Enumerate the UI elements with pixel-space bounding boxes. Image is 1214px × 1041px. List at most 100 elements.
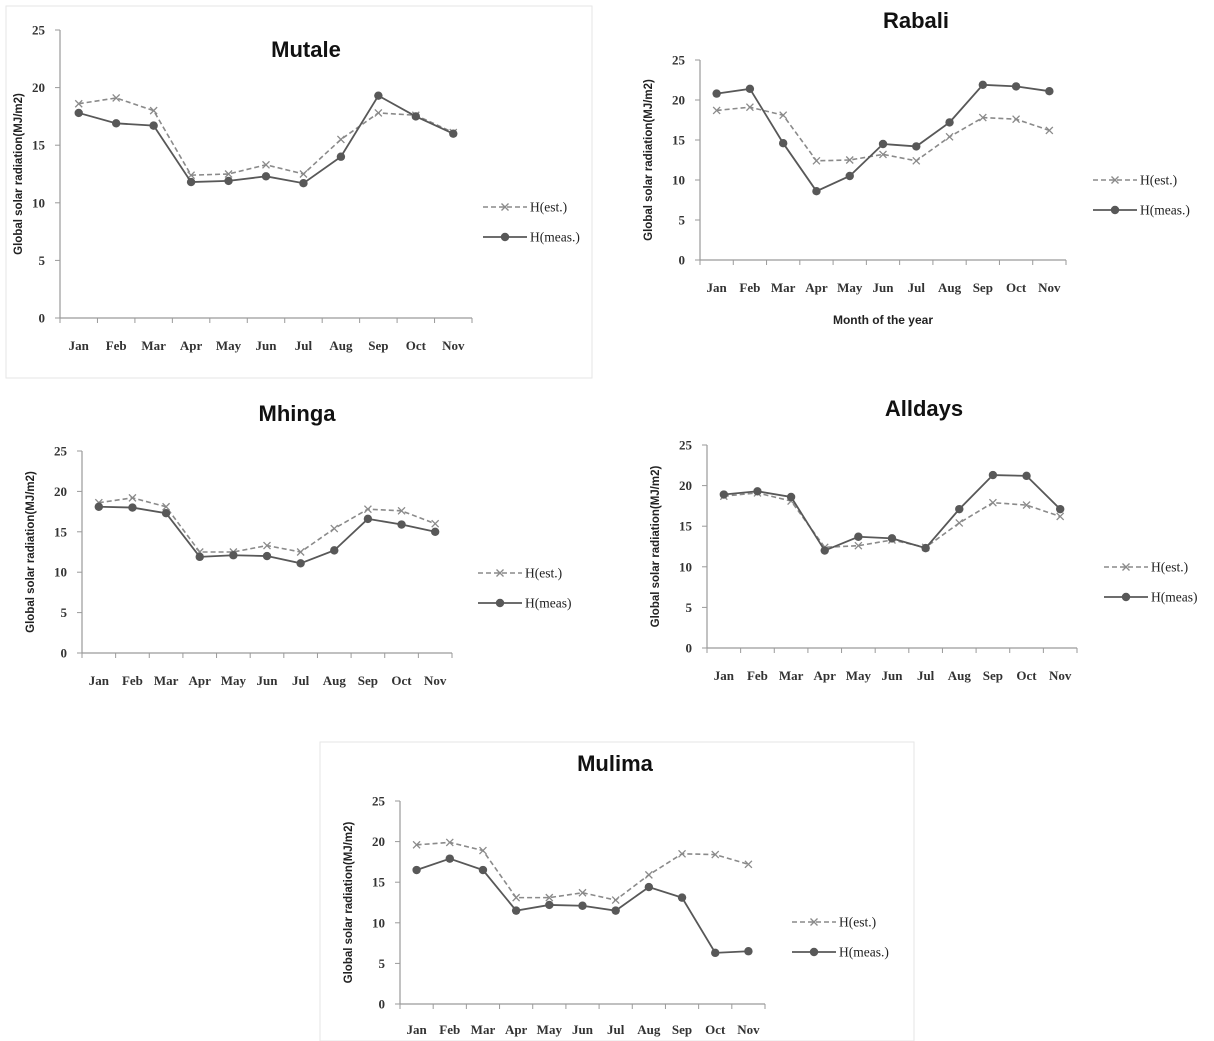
- data-point: [921, 543, 930, 553]
- data-point: [887, 534, 897, 543]
- x-tick-label: Apr: [189, 673, 212, 688]
- data-point-stroke: [978, 113, 987, 122]
- x-tick-label: Feb: [747, 668, 768, 683]
- y-tick-label: 15: [679, 519, 693, 534]
- y-tick-label: 15: [32, 138, 46, 153]
- data-point: [545, 893, 554, 902]
- y-tick-label: 25: [372, 794, 386, 809]
- legend-swatch-marker: [1121, 592, 1131, 602]
- x-tick-label: Jan: [406, 1022, 427, 1037]
- data-point: [296, 548, 305, 556]
- x-tick-label: Aug: [948, 668, 972, 683]
- x-tick-label: Jun: [882, 668, 904, 683]
- data-point: [261, 172, 271, 181]
- x-tick-label: Feb: [439, 1022, 460, 1037]
- x-tick-label: Jul: [917, 668, 935, 683]
- data-point-stroke: [545, 893, 554, 902]
- y-tick-label: 10: [32, 195, 45, 210]
- legend-label: H(meas.): [1140, 203, 1190, 218]
- legend-label: H(meas): [525, 596, 571, 611]
- x-tick-label: Sep: [672, 1022, 692, 1037]
- x-tick-label: Oct: [406, 338, 427, 353]
- data-point-stroke: [445, 838, 454, 847]
- y-tick-label: 0: [686, 641, 693, 656]
- data-point: [845, 156, 854, 164]
- data-point: [336, 152, 346, 161]
- data-point: [955, 518, 964, 527]
- legend-item-h-meas: H(meas.): [1093, 203, 1190, 218]
- data-point: [978, 80, 988, 90]
- series-line: [716, 106, 1050, 162]
- data-point: [1022, 501, 1031, 510]
- x-tick-label: Sep: [368, 338, 388, 353]
- data-point: [845, 171, 854, 181]
- x-tick-label: Apr: [814, 668, 837, 683]
- x-tick-label: Nov: [1049, 668, 1072, 683]
- data-point: [912, 156, 921, 165]
- data-point-stroke: [988, 498, 997, 507]
- data-point: [812, 156, 821, 165]
- legend-label: H(est.): [839, 915, 876, 930]
- legend-swatch-marker: [500, 232, 510, 242]
- x-tick-label: Jun: [257, 673, 279, 688]
- data-point: [397, 506, 406, 515]
- data-point: [778, 139, 788, 148]
- data-point-stroke: [363, 505, 372, 514]
- x-tick-label: Apr: [805, 280, 828, 295]
- data-point: [1011, 82, 1021, 91]
- y-tick-label: 20: [32, 80, 45, 95]
- x-tick-label: May: [537, 1022, 563, 1037]
- data-point-stroke: [744, 860, 753, 869]
- data-point: [512, 893, 521, 902]
- data-point: [677, 893, 687, 902]
- y-tick-label: 5: [686, 600, 693, 615]
- series-h-est: [94, 493, 440, 556]
- data-point: [511, 906, 521, 915]
- y-tick-label: 10: [54, 565, 67, 580]
- legend-item-h-meas: H(meas): [1104, 590, 1197, 605]
- chart-alldays: Alldays 0 5 10 15 20 25 Jan Feb Mar Apr May Jun Jul Au…: [650, 396, 1197, 683]
- series-line: [78, 97, 454, 176]
- x-tick-label: Feb: [106, 338, 127, 353]
- data-point: [412, 865, 421, 875]
- data-point: [195, 552, 204, 562]
- data-point: [745, 84, 755, 94]
- data-point: [478, 865, 488, 875]
- data-point-stroke: [879, 150, 887, 159]
- legend-label: H(est.): [1151, 560, 1188, 575]
- x-tick-label: May: [216, 338, 242, 353]
- data-point: [449, 129, 458, 138]
- data-point: [445, 838, 454, 847]
- data-point-stroke: [945, 132, 954, 141]
- legend-item-h-est: H(est.): [478, 566, 562, 581]
- x-tick-label: Oct: [391, 673, 412, 688]
- y-tick-label: 0: [61, 646, 68, 661]
- data-point: [878, 139, 888, 149]
- x-tick-label: Sep: [358, 673, 378, 688]
- chart-title: Mhinga: [259, 401, 337, 426]
- y-tick-label: 0: [39, 311, 46, 326]
- data-point: [711, 948, 720, 958]
- data-point-stroke: [374, 108, 383, 117]
- data-point: [753, 487, 762, 496]
- data-point: [262, 160, 270, 169]
- y-tick-label: 25: [54, 444, 68, 459]
- x-tick-label: Apr: [180, 338, 203, 353]
- data-point-stroke: [845, 156, 854, 164]
- chart-rabali: Rabali 0 5 10 15 20 25 Jan Feb Mar Apr May Jun Jul Aug…: [643, 8, 1190, 327]
- data-point-stroke: [1012, 115, 1021, 124]
- y-tick-label: 10: [672, 173, 685, 188]
- x-tick-label: Oct: [1016, 668, 1037, 683]
- data-point: [786, 492, 796, 502]
- y-axis-label: Global solar radiation(MJ/m2): [25, 471, 37, 633]
- legend-label: H(meas.): [839, 945, 889, 960]
- y-axis-label: Global solar radiation(MJ/m2): [643, 79, 655, 241]
- legend-item-h-est: H(est.): [792, 915, 876, 930]
- data-point: [719, 490, 729, 499]
- y-axis-label: Global solar radiation(MJ/m2): [13, 93, 25, 255]
- y-tick-label: 10: [679, 559, 692, 574]
- data-point: [336, 135, 345, 144]
- x-tick-label: Mar: [471, 1022, 496, 1037]
- data-point-stroke: [412, 840, 421, 849]
- legend-swatch-marker: [1110, 205, 1120, 215]
